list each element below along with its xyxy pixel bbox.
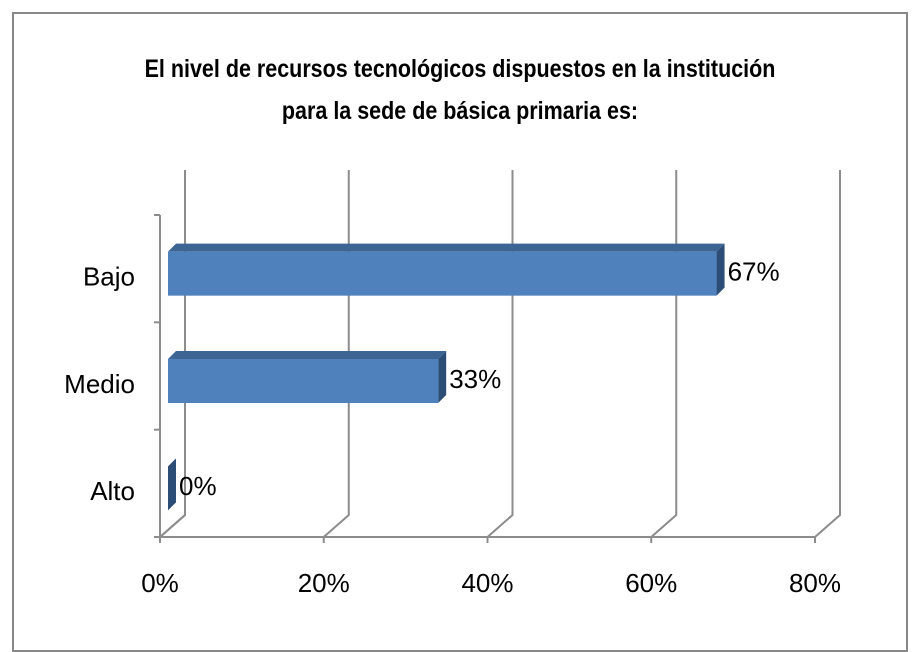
bar-side [716, 243, 725, 296]
bar-front [168, 251, 717, 296]
y-tick-label: Medio [64, 369, 135, 399]
grid-line [486, 170, 514, 538]
bar [168, 243, 725, 296]
grid-line [814, 170, 841, 538]
data-label: 0% [179, 471, 217, 501]
bar-front [168, 359, 439, 403]
data-label: 33% [449, 364, 501, 394]
x-tick-label: 0% [141, 568, 179, 598]
x-tick-label: 80% [789, 568, 841, 598]
chart-title: El nivel de recursos tecnológicos dispue… [144, 55, 776, 125]
bar-side [438, 351, 447, 403]
bar [168, 458, 176, 511]
x-tick-label: 60% [625, 568, 677, 598]
chart: 0% 20% 40% 60% 80% Bajo 67% Medio 33% Alto 0% [64, 170, 841, 598]
y-tick-label: Bajo [83, 262, 135, 292]
x-tick-label: 20% [298, 568, 350, 598]
bar-top [168, 243, 725, 252]
page: {"chart_data": {"type": "bar3d_horizonta… [12, 12, 908, 652]
bar [168, 351, 447, 403]
y-tick-label: Alto [90, 476, 135, 506]
grid-line [650, 170, 678, 538]
data-label: 67% [728, 257, 780, 287]
x-tick-label: 40% [461, 568, 513, 598]
bar-top [168, 351, 447, 359]
bar-side [168, 458, 176, 511]
